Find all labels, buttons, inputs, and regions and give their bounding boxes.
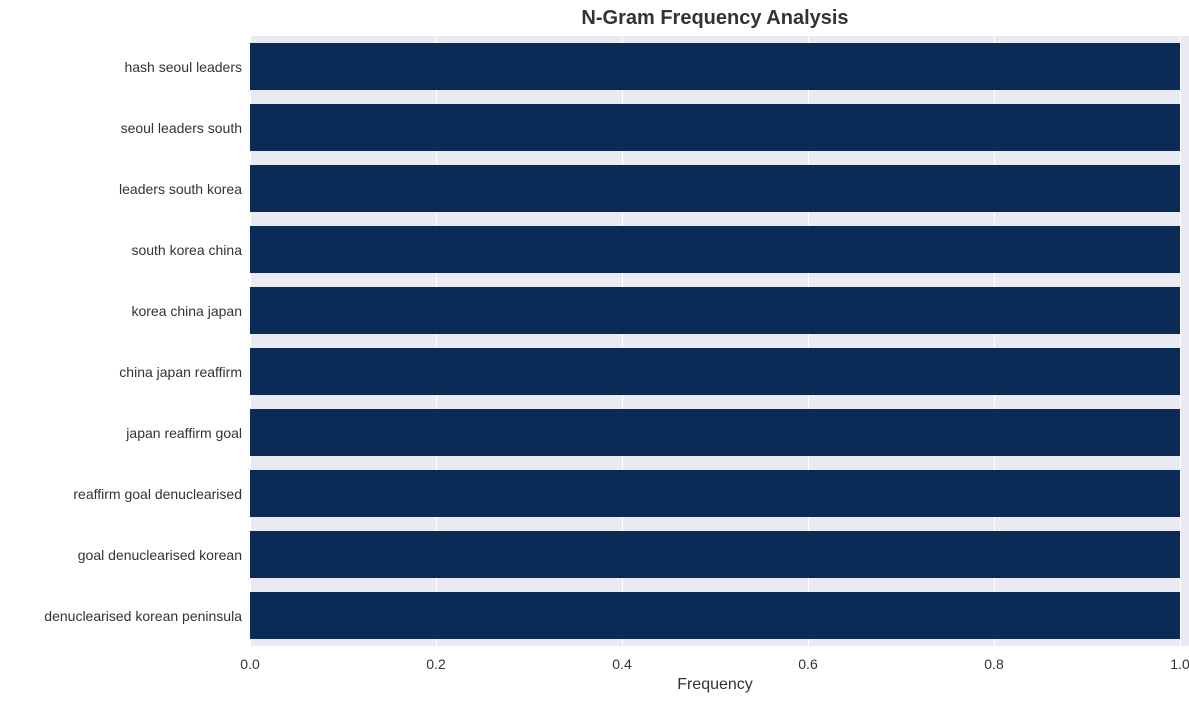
chart-container: N-Gram Frequency Analysis hash seoul lea…: [0, 0, 1189, 701]
y-tick-label: leaders south korea: [119, 181, 242, 197]
bar: [250, 226, 1180, 274]
bar: [250, 165, 1180, 213]
y-tick-label: goal denuclearised korean: [78, 547, 242, 563]
y-tick-label: hash seoul leaders: [124, 59, 242, 75]
bar: [250, 531, 1180, 579]
bar: [250, 470, 1180, 518]
y-axis-labels: hash seoul leaders seoul leaders south lea…: [0, 36, 242, 646]
chart-title: N-Gram Frequency Analysis: [250, 7, 1180, 30]
bar: [250, 43, 1180, 91]
gridline-vertical: [1180, 36, 1181, 646]
plot-area: [250, 36, 1180, 646]
bar: [250, 409, 1180, 457]
x-tick-label: 0.6: [798, 656, 817, 672]
x-tick-label: 0.2: [426, 656, 445, 672]
x-tick-label: 0.4: [612, 656, 631, 672]
x-tick-label: 1.0: [1170, 656, 1189, 672]
bar: [250, 592, 1180, 640]
bar: [250, 104, 1180, 152]
y-tick-label: seoul leaders south: [121, 120, 242, 136]
y-tick-label: japan reaffirm goal: [126, 425, 242, 441]
bar: [250, 287, 1180, 335]
y-tick-label: reaffirm goal denuclearised: [73, 486, 242, 502]
y-tick-label: south korea china: [131, 242, 242, 258]
x-axis-label: Frequency: [250, 676, 1180, 694]
x-tick-label: 0.8: [984, 656, 1003, 672]
y-tick-label: denuclearised korean peninsula: [44, 608, 242, 624]
bar: [250, 348, 1180, 396]
y-tick-label: korea china japan: [131, 303, 242, 319]
y-tick-label: china japan reaffirm: [119, 364, 242, 380]
x-tick-label: 0.0: [240, 656, 259, 672]
